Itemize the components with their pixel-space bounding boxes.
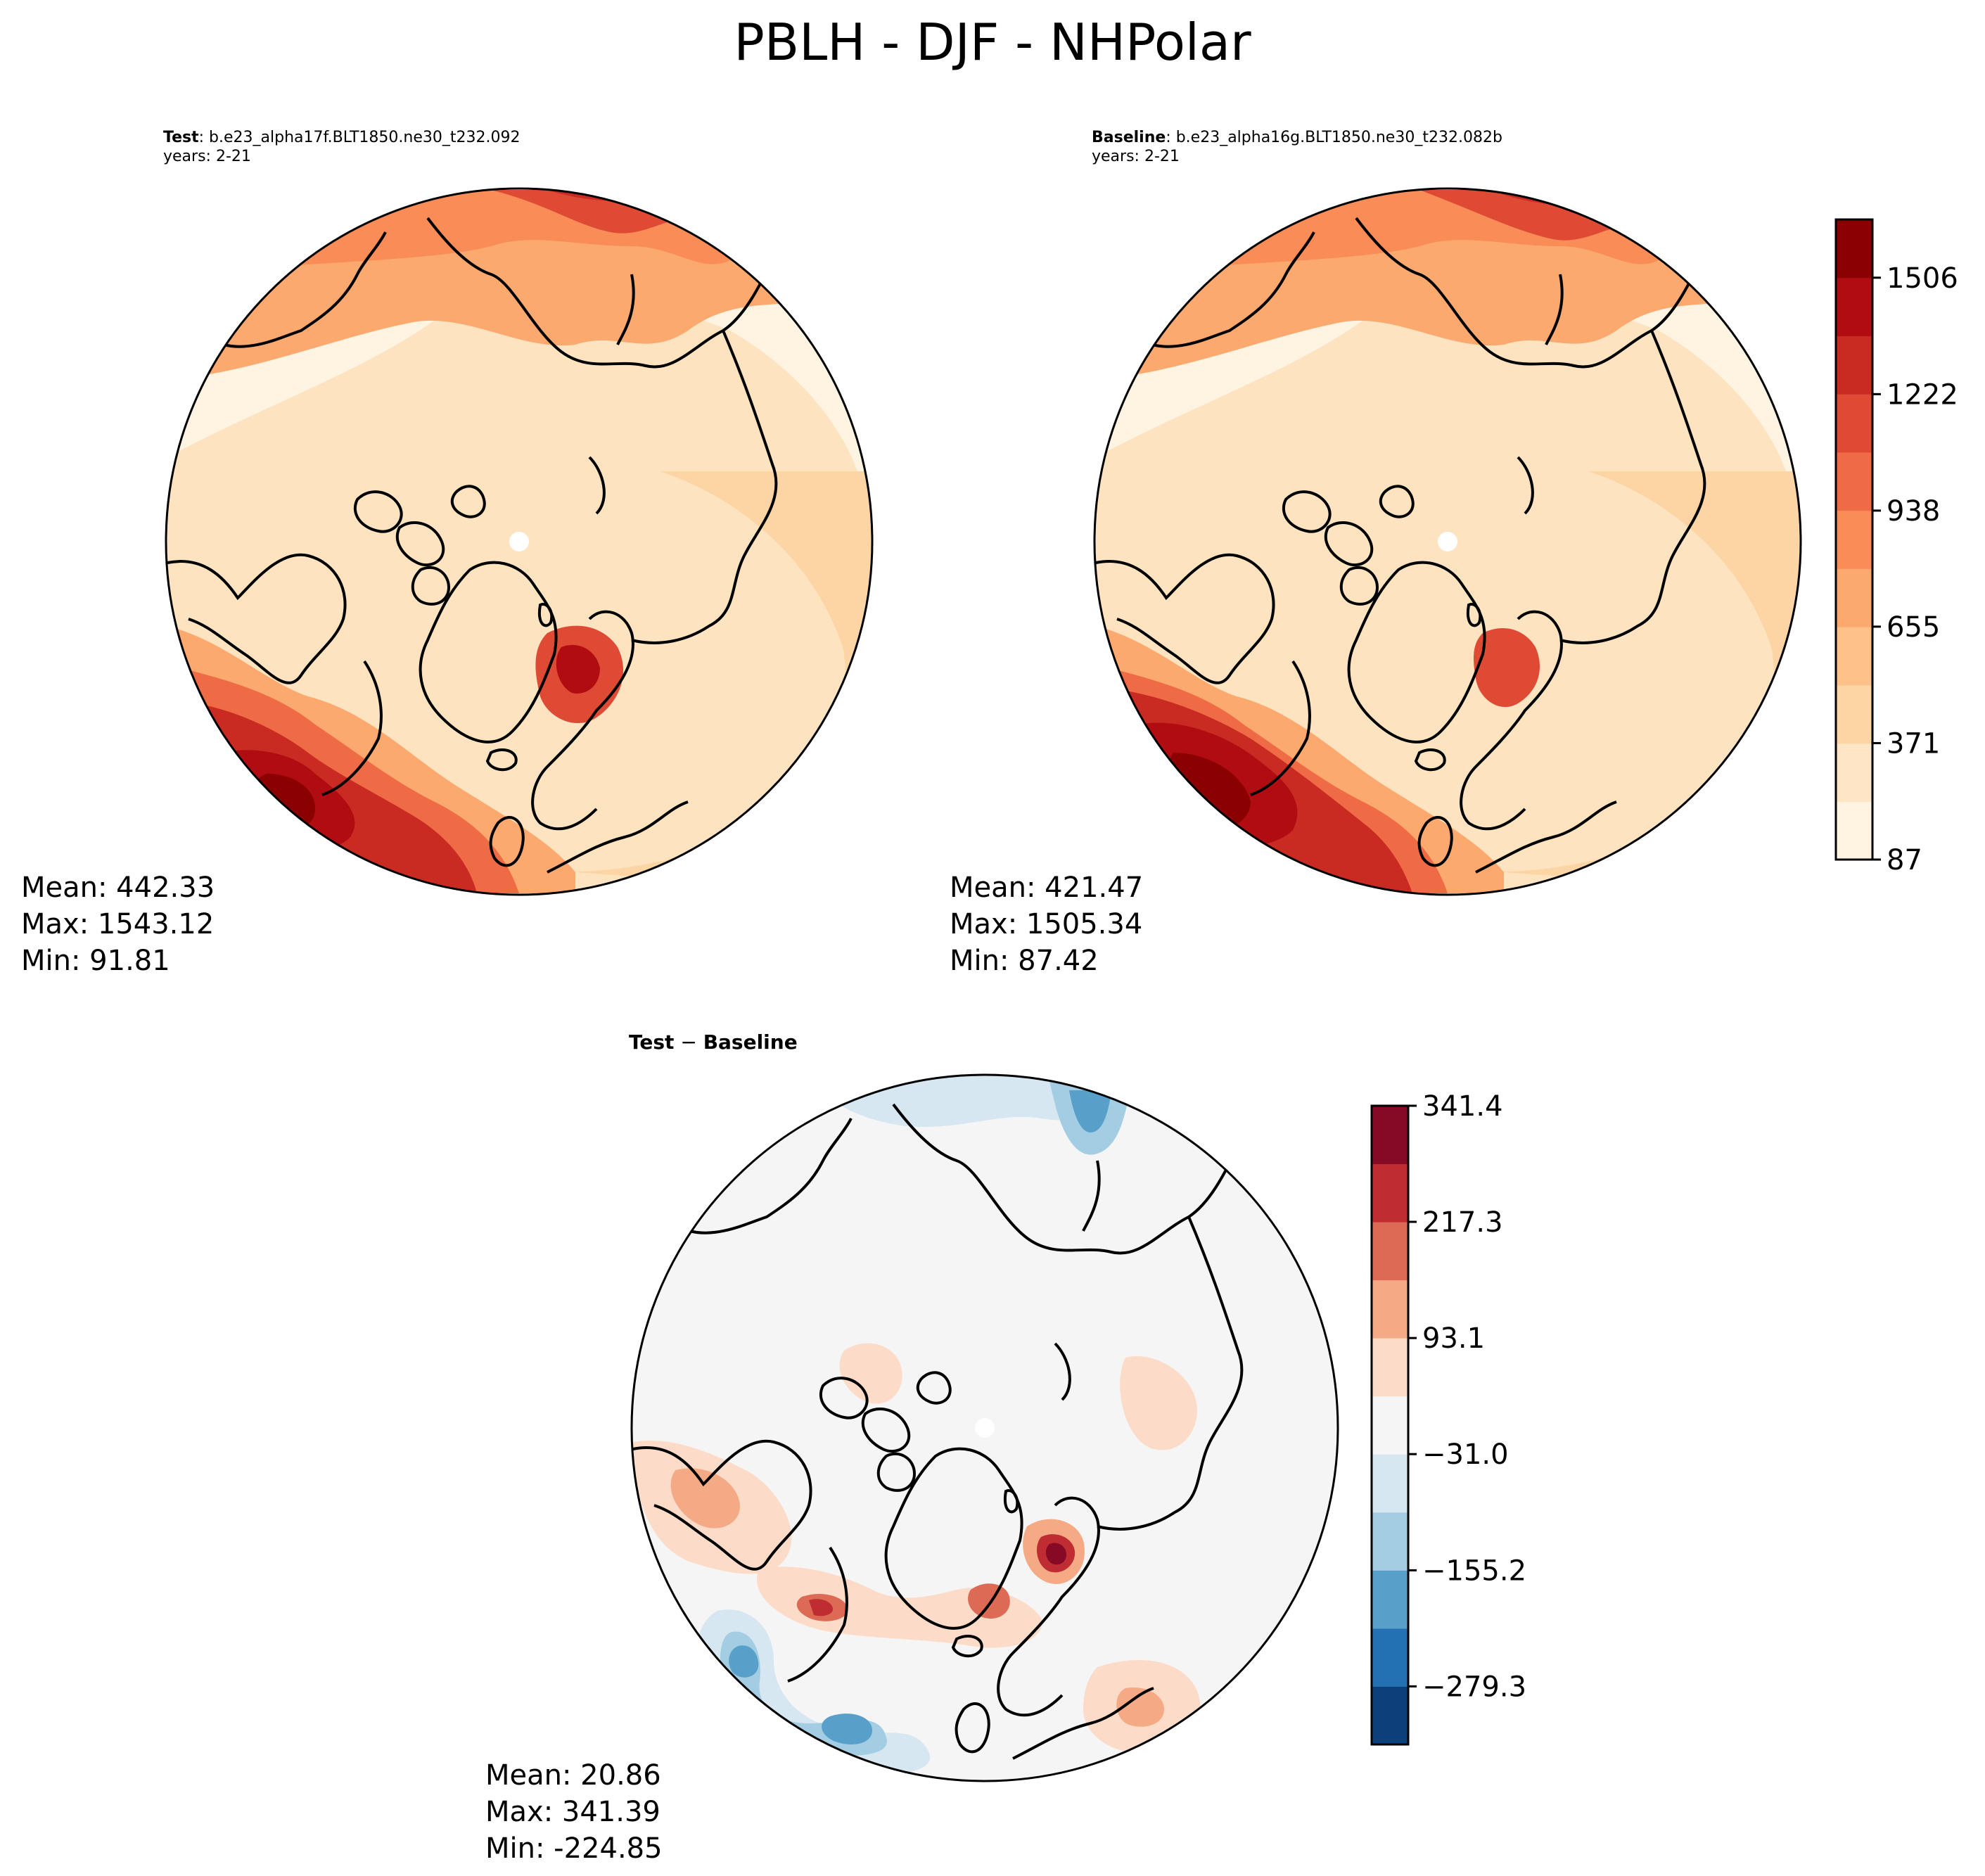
diff-colorbar-segment: [1372, 1396, 1408, 1455]
baseline-years: years: 2-21: [1092, 148, 1180, 165]
baseline-stats: Mean: 421.47 Max: 1505.34 Min: 87.42: [950, 869, 1143, 979]
baseline-colorbar-tick-label: 87: [1887, 844, 1922, 876]
baseline-colorbar-segment: [1836, 277, 1872, 336]
figure-title: PBLH - DJF - NHPolar: [734, 13, 1251, 72]
test-case-name: : b.e23_alpha17f.BLT1850.ne30_t232.092: [198, 129, 521, 146]
diff-colorbar-segment: [1372, 1222, 1408, 1281]
diff-map-boundary: [630, 1073, 1339, 1782]
baseline-colorbar-segment: [1836, 743, 1872, 802]
diff-colorbar-tick-label: −31.0: [1422, 1438, 1509, 1471]
diff-mean: Mean: 20.86: [485, 1759, 661, 1792]
diff-max: Max: 341.39: [485, 1796, 660, 1828]
diff-colorbar-segment: [1372, 1338, 1408, 1397]
baseline-colorbar-tick-label: 1222: [1887, 378, 1958, 411]
test-mean: Mean: 442.33: [21, 872, 215, 904]
diff-colorbar-segment: [1372, 1454, 1408, 1513]
baseline-colorbar-frame: [1834, 218, 1874, 861]
diff-min: Min: -224.85: [485, 1832, 663, 1865]
diff-colorbar-segment: [1372, 1686, 1408, 1745]
baseline-max: Max: 1505.34: [950, 908, 1143, 940]
baseline-colorbar-tick-label: 1506: [1887, 262, 1958, 295]
diff-colorbar-tick-label: 217.3: [1422, 1206, 1503, 1239]
test-min: Min: 91.81: [21, 945, 170, 977]
diff-title-baseline: Baseline: [703, 1030, 798, 1054]
baseline-colorbar-segment: [1836, 510, 1872, 569]
baseline-label: Baseline: [1092, 129, 1166, 146]
diff-colorbar-frame: [1370, 1104, 1410, 1746]
test-map-boundary: [165, 187, 874, 896]
diff-colorbar-segment: [1372, 1628, 1408, 1687]
baseline-panel-title: Baseline: b.e23_alpha16g.BLT1850.ne30_t2…: [1092, 128, 1502, 166]
baseline-colorbar-tick-label: 938: [1887, 495, 1940, 528]
baseline-colorbar-segment: [1836, 684, 1872, 744]
baseline-case-name: : b.e23_alpha16g.BLT1850.ne30_t232.082b: [1166, 129, 1502, 146]
diff-colorbar-segment: [1372, 1163, 1408, 1223]
baseline-colorbar-segment: [1836, 801, 1872, 860]
diff-map: [632, 1075, 1338, 1781]
diff-title-separator: −: [674, 1030, 703, 1054]
baseline-map: [1094, 189, 1801, 895]
baseline-colorbar-segment: [1836, 568, 1872, 627]
test-years: years: 2-21: [163, 148, 251, 165]
baseline-min: Min: 87.42: [950, 945, 1099, 977]
baseline-colorbar-segment: [1836, 627, 1872, 686]
test-stats: Mean: 442.33 Max: 1543.12 Min: 91.81: [21, 869, 215, 979]
baseline-mean: Mean: 421.47: [950, 872, 1144, 904]
diff-panel-title: Test − Baseline: [629, 1033, 798, 1052]
test-panel-title: Test: b.e23_alpha17f.BLT1850.ne30_t232.0…: [163, 128, 520, 166]
baseline-colorbar-segment: [1836, 394, 1872, 453]
baseline-colorbar-segment: [1836, 219, 1872, 279]
diff-title-test: Test: [629, 1030, 675, 1054]
diff-colorbar-tick-label: 341.4: [1422, 1090, 1503, 1123]
baseline-colorbar-tick-label: 371: [1887, 727, 1940, 760]
diff-colorbar-segment: [1372, 1106, 1408, 1165]
test-map: [166, 189, 872, 895]
diff-colorbar: −279.3 −155.2 −31.0 93.1 217.3 341.4: [1370, 1090, 1526, 1746]
baseline-colorbar-tick-label: 655: [1887, 611, 1940, 644]
diff-colorbar-tick-label: −155.2: [1422, 1555, 1526, 1587]
diff-colorbar-segment: [1372, 1280, 1408, 1339]
baseline-colorbar: 87 371 655 938 1222 1506: [1834, 218, 1958, 876]
baseline-colorbar-segment: [1836, 452, 1872, 511]
baseline-map-boundary: [1093, 187, 1802, 896]
baseline-colorbar-segment: [1836, 336, 1872, 395]
diff-colorbar-tick-label: 93.1: [1422, 1322, 1485, 1355]
diff-colorbar-segment: [1372, 1512, 1408, 1571]
diff-colorbar-tick-label: −279.3: [1422, 1671, 1526, 1703]
test-label: Test: [163, 129, 199, 146]
diff-stats: Mean: 20.86 Max: 341.39 Min: -224.85: [485, 1757, 663, 1867]
test-max: Max: 1543.12: [21, 908, 215, 940]
diff-colorbar-segment: [1372, 1570, 1408, 1629]
